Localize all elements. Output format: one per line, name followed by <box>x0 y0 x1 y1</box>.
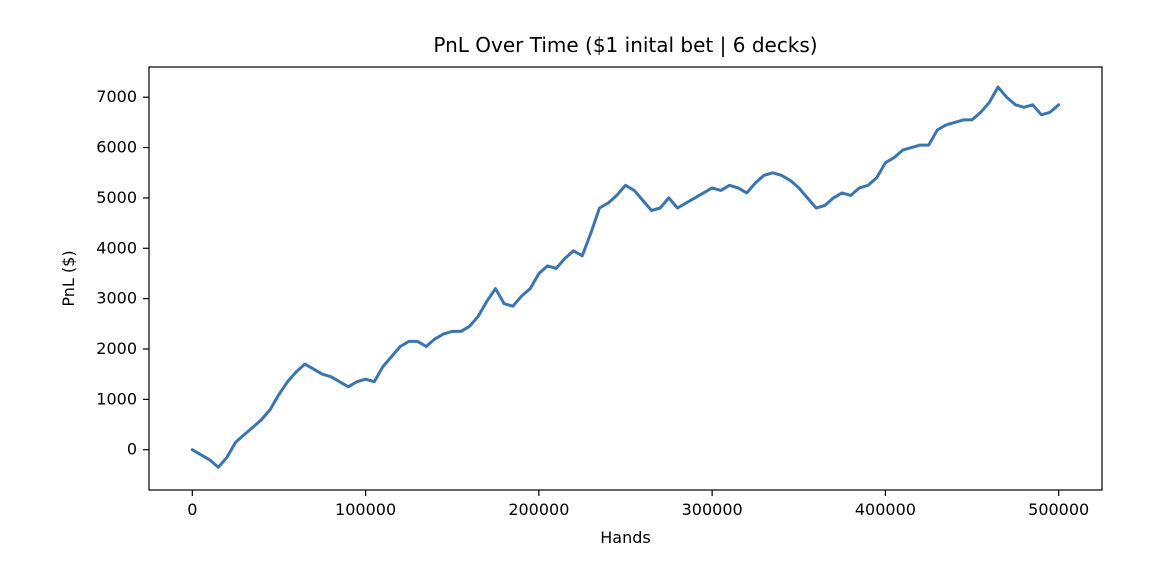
x-tick-label: 200000 <box>508 500 569 519</box>
pnl-series-line <box>190 85 1061 469</box>
y-tick-label: 5000 <box>96 188 137 207</box>
y-tick-label: 1000 <box>96 389 137 408</box>
y-tick-label: 2000 <box>96 339 137 358</box>
x-tick-label: 500000 <box>1028 500 1089 519</box>
y-axis-label: PnL ($) <box>59 250 78 306</box>
y-tick-label: 4000 <box>96 238 137 257</box>
plot-frame <box>148 66 1103 491</box>
y-tick-label: 7000 <box>96 87 137 106</box>
y-tick-label: 3000 <box>96 289 137 308</box>
x-tick-label: 100000 <box>335 500 396 519</box>
x-tick-label: 400000 <box>855 500 916 519</box>
x-axis-label: Hands <box>600 528 650 547</box>
chart-title: PnL Over Time ($1 inital bet | 6 decks) <box>433 33 817 57</box>
y-tick-label: 6000 <box>96 138 137 157</box>
x-tick-label: 0 <box>187 500 197 519</box>
y-tick-label: 0 <box>127 440 137 459</box>
x-tick-label: 300000 <box>682 500 743 519</box>
